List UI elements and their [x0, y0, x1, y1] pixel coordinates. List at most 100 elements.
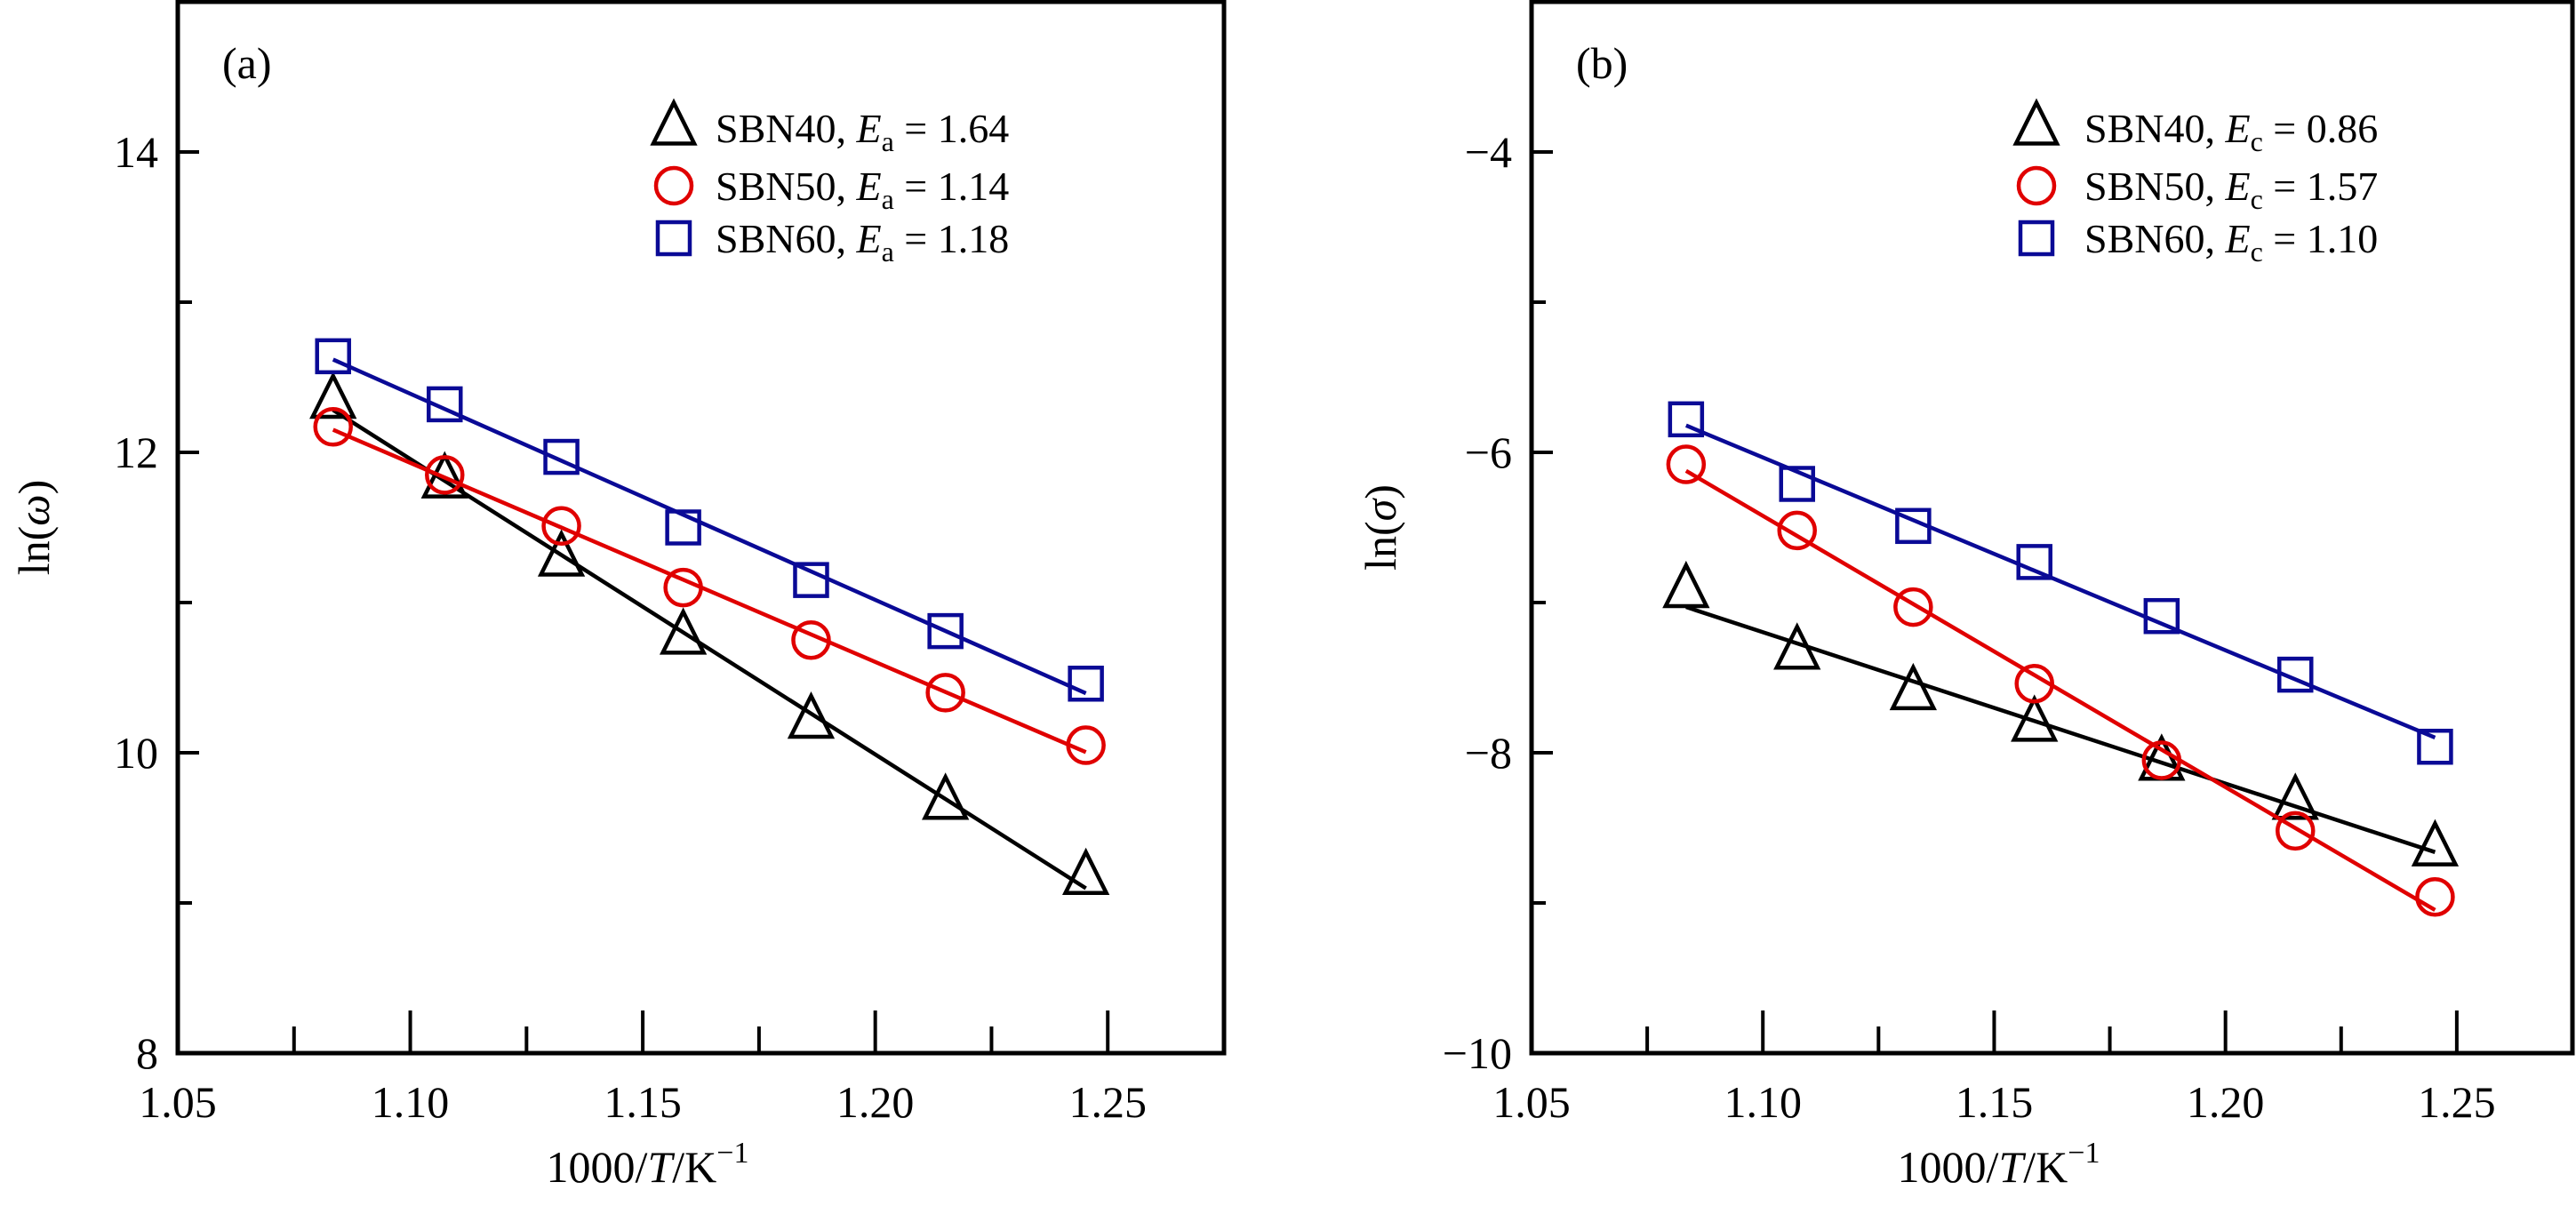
- series-sbn50: [313, 407, 1106, 765]
- series-sbn60: [1668, 401, 2453, 765]
- x-axis-title-part: 1000/: [1898, 1142, 1999, 1192]
- y-tick-label: −10: [1443, 1028, 1512, 1078]
- x-tick-label: 1.20: [2187, 1077, 2265, 1127]
- legend-equals: =: [2263, 216, 2307, 261]
- data-point-circle: [313, 407, 353, 447]
- panel-a: 1.05 1.10 1.15 1.20 1.25 8 10 12 14 1000/T/K−1 ln(…: [9, 0, 1227, 1192]
- legend-symbol: E: [855, 164, 881, 209]
- legend-sep: ,: [2204, 106, 2225, 151]
- x-tick-label: 1.10: [372, 1077, 450, 1127]
- x-axis-title-part: 1000/: [547, 1142, 648, 1192]
- series-sbn60: [315, 338, 1104, 702]
- data-point-square: [427, 386, 463, 423]
- data-point-circle: [925, 673, 965, 713]
- legend-subscript: a: [882, 125, 894, 157]
- x-axis-title: 1000/T/K−1: [547, 1137, 749, 1192]
- legend-subscript: a: [882, 236, 894, 268]
- legend-value: 1.14: [938, 164, 1010, 209]
- y-tick-label: 10: [114, 728, 158, 778]
- x-tick-label: 1.10: [1724, 1077, 1802, 1127]
- y-axis-title: ln(ω): [9, 480, 59, 576]
- data-point-triangle: [1061, 847, 1110, 895]
- data-point-triangle: [2271, 772, 2319, 820]
- legend-circle-icon: [2016, 165, 2057, 206]
- data-point-triangle: [2411, 819, 2460, 867]
- series-sbn40: [1662, 560, 2460, 867]
- y-tick-label: −4: [1465, 127, 1512, 177]
- panel-b: 1.05 1.10 1.15 1.20 1.25 −10 −8 −6 −4 1000/T/K−1 l…: [1356, 0, 2575, 1192]
- legend-subscript: a: [882, 183, 894, 215]
- data-point-circle: [2415, 876, 2455, 917]
- legend-entry: SBN40, Ec = 0.86: [2084, 106, 2378, 157]
- x-tick-label: 1.15: [1956, 1077, 2034, 1127]
- data-point-circle: [2276, 811, 2316, 851]
- y-axis-title-part: ln(: [9, 526, 59, 576]
- data-point-circle: [1777, 510, 1817, 551]
- y-axis-title-part: ): [9, 480, 59, 495]
- data-point-triangle: [2011, 694, 2059, 742]
- legend-name: SBN50: [716, 164, 836, 209]
- legend-symbol: E: [855, 106, 881, 151]
- data-point-square: [1668, 401, 1705, 438]
- series-sbn40: [309, 371, 1110, 895]
- fit-line: [332, 357, 1087, 696]
- data-point-triangle: [1889, 662, 1938, 711]
- data-point-circle: [663, 567, 703, 608]
- data-point-square: [2277, 656, 2314, 693]
- y-tick-label: −6: [1465, 427, 1512, 477]
- legend-equals: =: [894, 106, 938, 151]
- y-tick-label: 8: [136, 1028, 158, 1078]
- y-axis-title-part: ln(: [1356, 521, 1405, 571]
- x-axis-title-part: /K: [672, 1142, 716, 1192]
- data-point-circle: [791, 620, 831, 660]
- legend-name: SBN40: [716, 106, 836, 151]
- panel-label: (a): [222, 38, 272, 88]
- legend-entry: SBN60, Ec = 1.10: [2084, 216, 2378, 268]
- plot-frame: [1529, 0, 2575, 1056]
- x-axis-title-sup: −1: [2068, 1137, 2100, 1170]
- data-point-square: [1895, 507, 1932, 545]
- legend-equals: =: [2263, 106, 2307, 151]
- data-point-square: [2016, 544, 2052, 580]
- legend-equals: =: [2263, 164, 2307, 209]
- x-axis-title-var: T: [647, 1142, 675, 1192]
- data-point-circle: [425, 455, 465, 495]
- data-point-triangle: [309, 371, 357, 419]
- data-point-square: [1779, 466, 1815, 502]
- x-axis-title: 1000/T/K−1: [1898, 1137, 2100, 1192]
- y-axis-title-part: ): [1356, 484, 1405, 499]
- legend-square-icon: [655, 220, 692, 257]
- legend-symbol: E: [2224, 106, 2250, 151]
- x-tick-label: 1.20: [836, 1077, 915, 1127]
- legend-name: SBN60: [716, 216, 836, 261]
- legend-entry: SBN40, Ea = 1.64: [716, 106, 1009, 157]
- series-sbn50: [1666, 444, 2455, 917]
- x-tick-label: 1.05: [139, 1077, 217, 1127]
- x-tick-label: 1.05: [1492, 1077, 1571, 1127]
- fit-line: [332, 427, 1087, 755]
- y-axis-title-var: ω: [9, 494, 59, 525]
- legend-name: SBN40: [2084, 106, 2204, 151]
- legend-sep: ,: [836, 164, 856, 209]
- data-point-triangle: [420, 451, 468, 499]
- data-point-circle: [1066, 725, 1106, 765]
- x-tick-label: 1.15: [604, 1077, 682, 1127]
- x-tick-label: 1.25: [2418, 1077, 2496, 1127]
- legend-value: 0.86: [2307, 106, 2379, 151]
- legend-entry: SBN60, Ea = 1.18: [716, 216, 1009, 268]
- data-point-square: [793, 562, 829, 598]
- data-point-square: [2417, 728, 2453, 765]
- legend-symbol: E: [855, 216, 881, 261]
- data-point-square: [1068, 666, 1104, 702]
- y-tick-label: 14: [114, 127, 158, 177]
- data-point-square: [665, 509, 701, 546]
- legend-square-icon: [2018, 220, 2055, 257]
- panel-label: (b): [1576, 38, 1628, 88]
- fit-line: [332, 408, 1087, 891]
- legend-triangle-icon: [2012, 98, 2060, 146]
- legend-symbol: E: [2224, 164, 2250, 209]
- y-tick-label: −8: [1465, 728, 1512, 778]
- y-axis-title-var: σ: [1356, 497, 1405, 521]
- y-axis-title: ln(σ): [1356, 484, 1405, 571]
- data-point-circle: [541, 506, 581, 547]
